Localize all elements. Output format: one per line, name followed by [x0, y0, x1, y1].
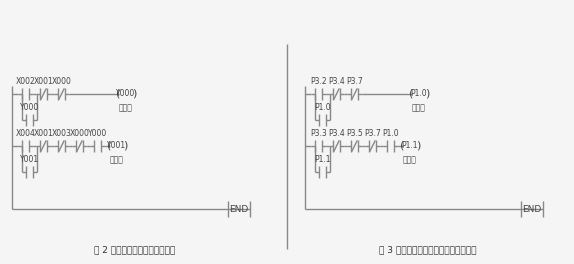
Text: ): ) — [123, 141, 127, 151]
Text: (: ( — [409, 89, 413, 99]
Text: P3.7: P3.7 — [346, 78, 363, 87]
Text: P1.0: P1.0 — [410, 89, 427, 98]
Text: P3.5: P3.5 — [346, 130, 363, 139]
Text: (: ( — [400, 141, 404, 151]
Text: X002: X002 — [15, 78, 36, 87]
Text: Y001: Y001 — [107, 142, 126, 150]
Text: X004: X004 — [15, 130, 36, 139]
Text: P3.7: P3.7 — [364, 130, 381, 139]
Text: P3.2: P3.2 — [310, 78, 327, 87]
Text: X000: X000 — [69, 130, 90, 139]
Text: ): ) — [425, 89, 429, 99]
Text: 主电机: 主电机 — [110, 155, 124, 164]
Text: 泵电机: 泵电机 — [412, 103, 426, 112]
Text: X001: X001 — [34, 130, 53, 139]
Text: P1.1: P1.1 — [314, 155, 331, 164]
Text: ): ) — [132, 89, 136, 99]
Text: P3.4: P3.4 — [328, 130, 345, 139]
Text: X000: X000 — [52, 78, 71, 87]
Text: END: END — [522, 205, 542, 214]
Text: P1.1: P1.1 — [402, 142, 418, 150]
Text: Y000: Y000 — [117, 89, 135, 98]
Text: END: END — [230, 205, 249, 214]
Text: P3.3: P3.3 — [310, 130, 327, 139]
Text: 泵电机: 泵电机 — [119, 103, 133, 112]
Text: P3.4: P3.4 — [328, 78, 345, 87]
Text: X001: X001 — [34, 78, 53, 87]
Text: Y001: Y001 — [20, 155, 39, 164]
Text: X003: X003 — [52, 130, 71, 139]
Text: Y000: Y000 — [20, 103, 39, 112]
Text: 主电机: 主电机 — [403, 155, 417, 164]
Text: 图 2 两台电机顺序控制的梯形图: 图 2 两台电机顺序控制的梯形图 — [94, 245, 176, 254]
Text: P1.0: P1.0 — [382, 130, 399, 139]
Text: 图 3 仿真板两台电机顺序控制的梯形图: 图 3 仿真板两台电机顺序控制的梯形图 — [379, 245, 477, 254]
Text: (: ( — [116, 89, 120, 99]
Text: Y000: Y000 — [88, 130, 107, 139]
Text: ): ) — [416, 141, 420, 151]
Text: P1.0: P1.0 — [314, 103, 331, 112]
Text: (: ( — [107, 141, 111, 151]
